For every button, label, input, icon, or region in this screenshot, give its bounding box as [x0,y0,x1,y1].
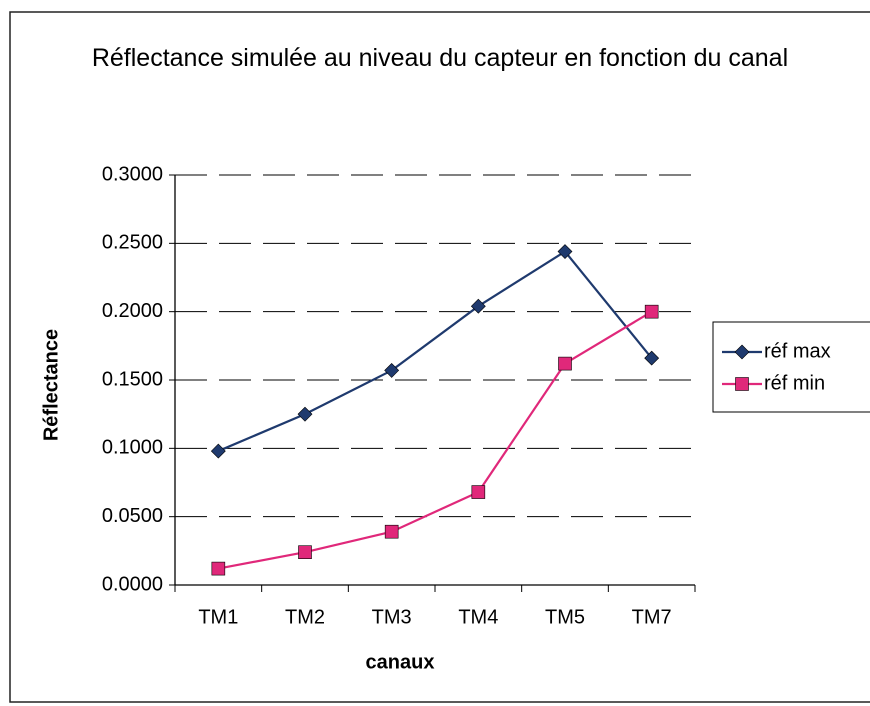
x-tick-label: TM3 [372,606,412,628]
point [558,356,572,371]
x-tick-label: TM4 [458,606,498,628]
x-axis-label: canaux [366,651,435,673]
point [644,304,659,319]
legend-label: réf min [764,372,825,394]
y-tick-label: 0.2000 [102,300,163,322]
y-tick-label: 0.0500 [102,505,163,527]
legend-label: réf max [764,340,831,362]
point [297,406,313,422]
y-tick-label: 0.2500 [102,232,163,254]
chart-title: Réflectance simulée au niveau du capteur… [91,44,789,72]
legend-box [712,321,870,413]
point [384,363,400,378]
legend-marker [735,377,749,391]
chart-border [9,11,870,703]
y-tick-label: 0.0000 [102,573,163,595]
x-tick-label: TM2 [285,606,325,628]
point [644,350,660,366]
point [471,485,486,499]
point [557,244,573,259]
y-tick-label: 0.1500 [102,368,163,390]
point [298,545,312,560]
point [470,298,486,314]
point [211,561,226,576]
y-axis-label: Réflectance [40,329,62,441]
point [384,524,399,539]
x-tick-label: TM1 [198,606,238,628]
y-tick-label: 0.3000 [102,163,163,185]
series-line [218,310,653,570]
x-tick-label: TM5 [545,606,585,628]
series-line [217,250,653,453]
point [210,443,226,459]
legend-marker [734,344,750,360]
x-tick-label: TM7 [632,606,672,628]
y-tick-label: 0.1000 [102,437,163,459]
